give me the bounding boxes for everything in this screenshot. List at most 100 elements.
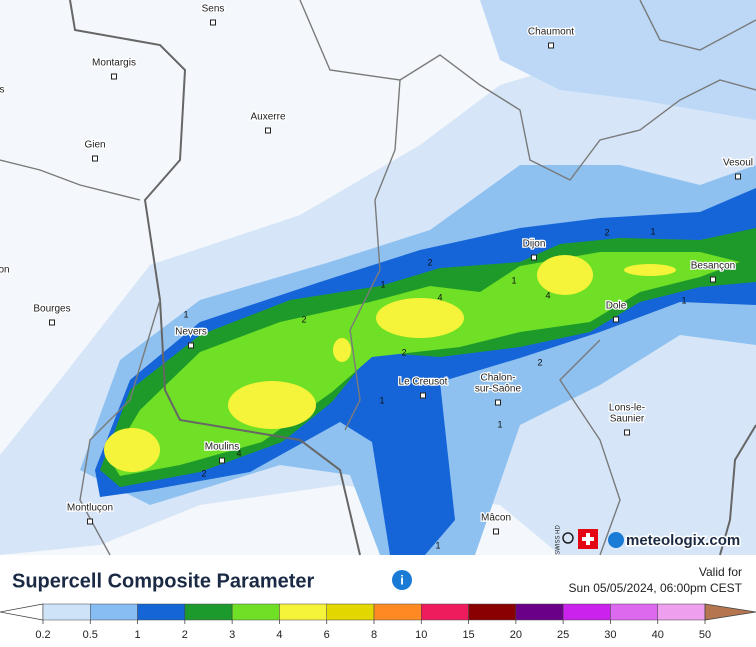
valid-label: Valid for [699,565,742,579]
brand[interactable]: meteologix.com [625,530,742,550]
city-marker [111,73,117,80]
field-yellow [104,255,676,472]
border [0,159,141,201]
legend-tick-label: 8 [371,629,377,641]
border [79,299,161,556]
city-layer: Sens Chaumont Montargis Auxerre Gien Vesoul Di… [0,2,754,535]
contour-label: 1 [380,279,385,289]
city-label: Dijon [523,239,546,250]
city-label: Gien [84,140,105,151]
legend-tick-label: 25 [557,629,569,641]
title: Supercell Composite Parameter [12,570,315,592]
legend-swatch [421,603,469,621]
info-icon[interactable]: i [400,572,404,587]
valid-time: Sun 05/05/2024, 06:00pm CEST [569,581,743,595]
legend-tick-label: 40 [652,629,664,641]
city-label: Le Creusot [399,377,448,388]
city-label: Auxerre [250,112,285,123]
contour-label: 2 [301,314,306,324]
legend-tick-label: 0.5 [83,629,98,641]
legend-swatch [90,603,138,621]
legend-tick-label: 6 [324,629,330,641]
city-marker [49,319,55,326]
city-label: Vesoul [723,158,753,169]
legend-tick-label: 0.2 [35,629,50,641]
city-label: Chalon- [480,373,515,384]
contour-label: 2 [201,468,206,478]
brand-logo [608,532,624,548]
legend-swatch [468,603,517,621]
legend-tick-label: 50 [699,629,711,641]
legend-swatch [610,603,658,621]
city-label: Dole [606,301,627,312]
city-marker [188,342,194,349]
contour-label: 4 [236,448,241,458]
contour-label: 2 [427,257,432,267]
contour-label: 4 [437,292,442,302]
legend-swatch [326,603,375,621]
city-label: Saunier [610,414,645,425]
contour-label: 1 [435,540,440,550]
legend-tick-label: 3 [229,629,235,641]
city-marker [210,19,216,26]
border [639,0,756,51]
info-button[interactable] [392,570,412,590]
city-label: Bourges [33,304,70,315]
legend-swatch [42,603,91,621]
legend-under [0,603,44,621]
contour-label: 2 [537,357,542,367]
contour-label: 1 [681,295,686,305]
city-marker [548,42,554,49]
contour-label: 1 [650,226,655,236]
contour-label: 2 [401,347,406,357]
city-label: on [0,265,10,276]
city-label: Besançon [691,261,735,272]
city-marker [495,399,501,406]
legend-over [704,603,756,621]
footer: Supercell Composite Parameter i Valid fo… [0,565,756,641]
legend-swatch [657,603,706,621]
zoom-icon[interactable] [562,532,574,544]
city-marker [219,457,225,464]
city-label: sur-Saône [475,384,522,395]
border [69,0,361,556]
legend-swatch [184,603,233,621]
legend-swatch [515,603,564,621]
contour-label: 1 [379,395,384,405]
contour-label: 1 [511,275,516,285]
city-marker [710,276,716,283]
city-marker [624,429,630,436]
legend-tick-label: 30 [604,629,616,641]
city-label: Nevers [175,327,207,338]
city-label: Montluçon [67,503,113,514]
city-label: Sens [202,4,225,15]
city-marker [493,528,499,535]
border [344,79,401,431]
legend-tick-label: 4 [276,629,282,641]
legend: 0.2 0.5 1 2 3 4 6 8 10 15 20 25 30 40 50 [0,603,756,641]
legend-swatch [137,603,186,621]
city-label: Mâcon [481,513,511,524]
city-marker [531,254,537,261]
city-marker [92,155,98,162]
legend-swatch [373,603,422,621]
city-label: Moulins [205,442,239,453]
legend-tick-label: 2 [182,629,188,641]
contour-label: 1 [183,309,188,319]
city-label: Chaumont [528,27,574,38]
city-label: s [0,85,5,96]
swiss-cross [582,533,594,545]
legend-tick-label: 1 [135,629,141,641]
contour-label: 2 [604,227,609,237]
badge: SWISS HD [556,525,562,555]
legend-swatch [231,603,280,621]
legend-swatch [279,603,327,621]
contour-label-layer: 1 2 1 2 4 1 4 2 1 1 2 1 1 2 4 2 1 [183,226,686,550]
city-marker [613,316,619,323]
field-low [480,0,756,120]
contour-label: 1 [497,419,502,429]
legend-tick-label: 20 [510,629,522,641]
city-label: Montargis [92,58,136,69]
city-marker [735,173,741,180]
